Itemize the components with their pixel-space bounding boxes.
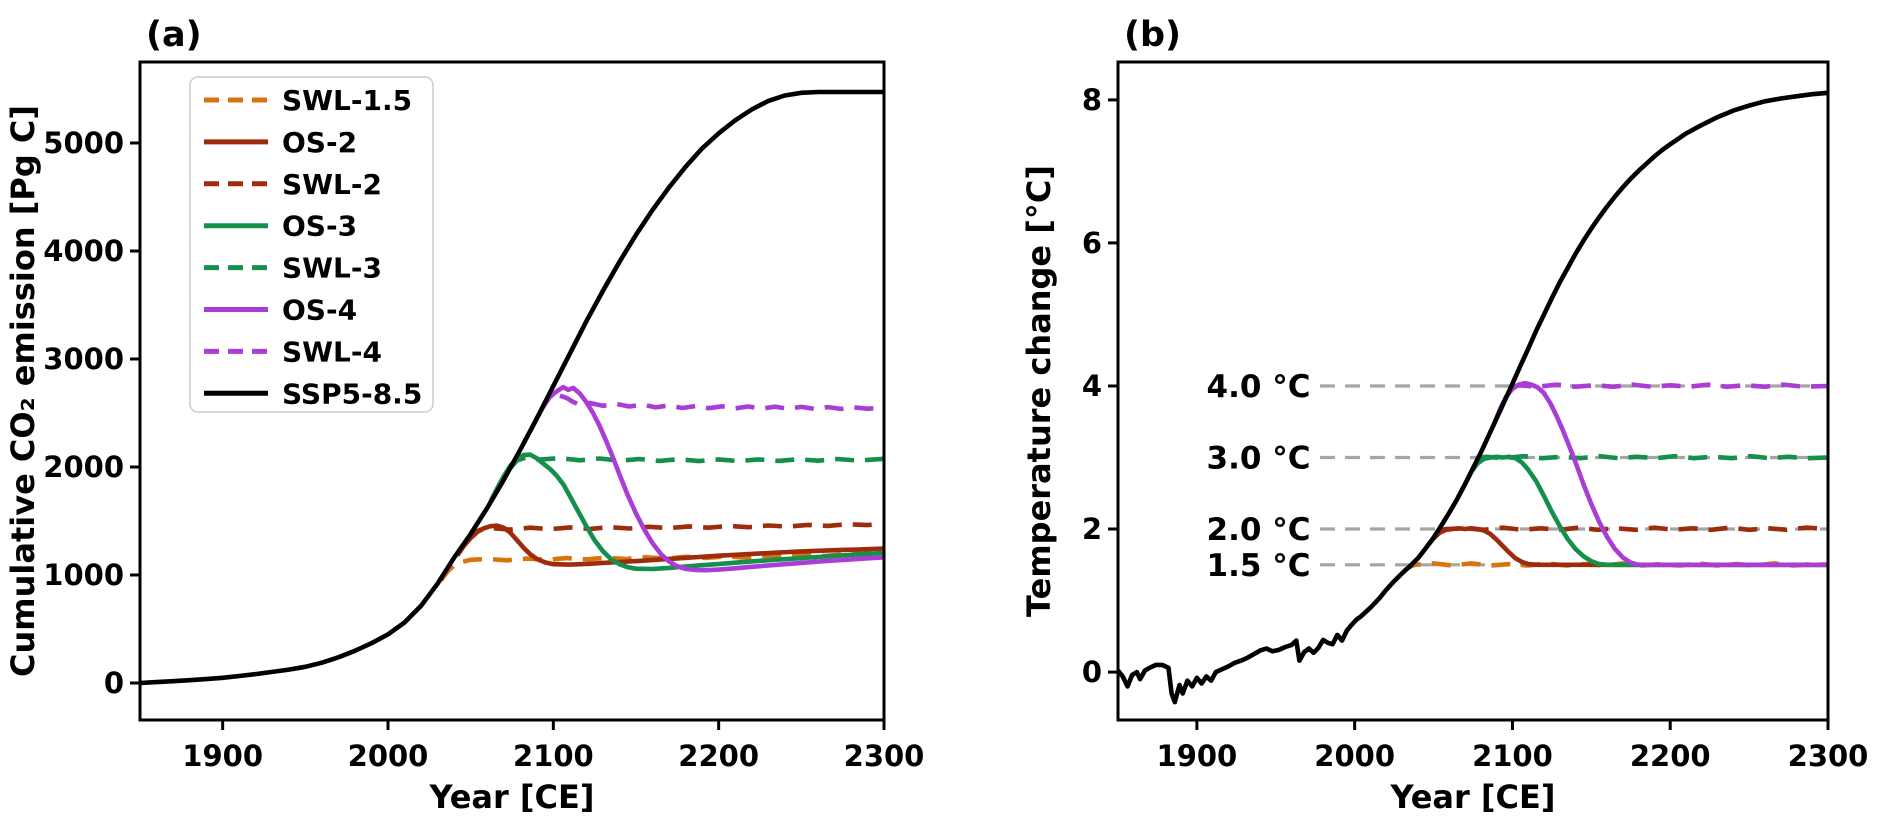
legend-item-SWL-1.5: SWL-1.5 [204, 84, 412, 117]
legend-item-OS-2: OS-2 [204, 126, 357, 159]
x-tick-label-2200: 2200 [678, 739, 759, 773]
y-tick-label-4000: 4000 [43, 234, 124, 268]
annotation-1.5-°C: 1.5 °C [1207, 548, 1311, 584]
legend: SWL-1.5 OS-2 SWL-2 OS-3 SWL-3 OS-4 SWL-4 SSP5-8… [189, 76, 434, 413]
series-line-SWL-2 [1439, 525, 1829, 533]
x-tick-label-2200: 2200 [1630, 739, 1711, 773]
annotation-4.0-°C: 4.0 °C [1207, 369, 1311, 405]
series-line-SWL-4 [1511, 382, 1829, 389]
series-line-SWL-2 [465, 521, 885, 541]
legend-item-OS-4: OS-4 [204, 294, 357, 327]
x-tick-label-2300: 2300 [1788, 739, 1869, 773]
x-tick-label-2300: 2300 [844, 739, 925, 773]
y-tick-label-8: 8 [1082, 83, 1102, 117]
y-axis-label-a: Cumulative CO₂ emission [Pg C] [4, 105, 42, 677]
y-tick-label-4: 4 [1082, 369, 1102, 403]
legend-item-SSP5-8.5: SSP5-8.5 [204, 377, 422, 410]
series-line-SSP5-8.5 [1116, 90, 1829, 705]
y-tick-label-2000: 2000 [43, 450, 124, 484]
series-line-SSP5-8.5 [139, 89, 884, 686]
legend-label-OS-4: OS-4 [282, 294, 357, 327]
y-tick-label-0: 0 [104, 666, 124, 700]
y-tick-label-3000: 3000 [43, 342, 124, 376]
y-tick-label-1000: 1000 [43, 558, 124, 592]
x-axis-label-a: Year [CE] [428, 778, 594, 816]
legend-item-SWL-4: SWL-4 [204, 335, 382, 368]
series-line-SWL-4 [559, 393, 885, 412]
panel-b: 1900 2000 2100 2200 2300 0 2 4 6 8 Year [CE] Temper… [1020, 15, 1868, 816]
series-line-SWL-3 [508, 455, 885, 470]
y-tick-label-2: 2 [1082, 512, 1102, 546]
series-line-OS-3 [488, 452, 885, 572]
x-axis-label-b: Year [CE] [1389, 778, 1555, 816]
annotation-3.0-°C: 3.0 °C [1207, 441, 1311, 477]
y-tick-label-5000: 5000 [43, 126, 124, 160]
x-tick-label-2100: 2100 [1472, 739, 1553, 773]
x-tick-label-2000: 2000 [348, 739, 429, 773]
legend-label-SWL-3: SWL-3 [282, 252, 382, 285]
panel-title-a: (a) [146, 15, 202, 55]
legend-item-OS-3: OS-3 [204, 210, 357, 243]
legend-label-SWL-4: SWL-4 [282, 335, 382, 368]
panel-a: 1900 2000 2100 2200 2300 0 1000 2000 3000 4000 500… [4, 15, 924, 816]
x-tick-label-2100: 2100 [513, 739, 594, 773]
panel-title-b: (b) [1124, 15, 1181, 55]
legend-label-SSP5-8.5: SSP5-8.5 [282, 377, 422, 410]
annotation-2.0-°C: 2.0 °C [1207, 512, 1311, 548]
y-axis-label-b: Temperature change [°C] [1020, 165, 1058, 617]
legend-label-OS-3: OS-3 [282, 210, 357, 243]
series-line-SWL-1.5 [439, 549, 885, 582]
y-tick-label-0: 0 [1082, 655, 1102, 689]
series-line-OS-3 [1463, 454, 1828, 568]
legend-item-SWL-2: SWL-2 [204, 168, 382, 201]
series-line-OS-2 [455, 523, 885, 567]
x-tick-label-1900: 1900 [182, 739, 263, 773]
axes-frame-a [138, 60, 886, 722]
legend-label-SWL-1.5: SWL-1.5 [282, 84, 412, 117]
series-line-SWL-3 [1478, 453, 1829, 461]
series-line-OS-4 [1491, 380, 1828, 568]
x-tick-label-2000: 2000 [1314, 739, 1395, 773]
y-tick-label-6: 6 [1082, 226, 1102, 260]
legend-label-OS-2: OS-2 [282, 126, 357, 159]
legend-label-SWL-2: SWL-2 [282, 168, 382, 201]
legend-item-SWL-3: SWL-3 [204, 252, 382, 285]
x-tick-label-1900: 1900 [1157, 739, 1238, 773]
legend-box [189, 76, 434, 413]
axes-frame-b [1116, 60, 1830, 722]
series-line-OS-4 [521, 384, 885, 573]
